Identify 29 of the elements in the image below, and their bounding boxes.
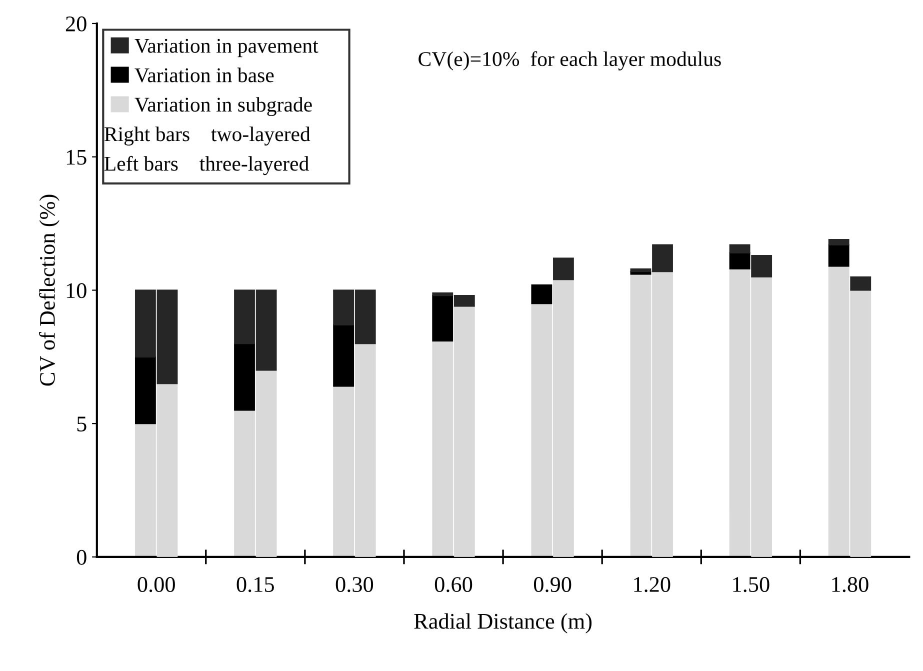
bar xyxy=(729,244,750,254)
x-tick-label: 1.20 xyxy=(634,577,670,592)
x-tick-label: 0.90 xyxy=(534,577,572,592)
y-tick-label: 20 xyxy=(66,16,86,32)
y-tick-label: 0 xyxy=(76,550,86,565)
bar xyxy=(828,244,850,267)
annotation: Right bars two-layered xyxy=(104,126,310,146)
annotation: Left bars three-layered xyxy=(104,156,309,176)
y-tick-label: 10 xyxy=(66,283,86,298)
x-tick-label: 0.30 xyxy=(336,577,374,592)
y-tick-label: 5 xyxy=(77,416,86,432)
bar xyxy=(850,276,872,291)
x-tick-label: 0.60 xyxy=(434,577,472,592)
x-tick-label: 0.15 xyxy=(236,577,274,592)
bar xyxy=(531,284,552,304)
annotation: CV(e)=10% for each layer modulus xyxy=(418,51,721,70)
bar xyxy=(333,324,354,387)
legend-label: Variation in base xyxy=(134,68,274,82)
x-axis-title: Radial Distance (m) xyxy=(414,613,592,634)
x-tick-label: 1.80 xyxy=(832,577,868,592)
x-tick-label: 0.00 xyxy=(138,577,175,592)
y-axis-title: CV of Deflection (%) xyxy=(39,194,60,386)
y-tick-label: 15 xyxy=(66,150,86,165)
bar xyxy=(828,238,850,246)
bar xyxy=(432,294,454,342)
legend-label: Variation in pavement xyxy=(134,38,318,58)
legend-label: Variation in subgrade xyxy=(134,97,312,116)
x-tick-label: 1.50 xyxy=(733,577,770,592)
bar xyxy=(552,258,574,280)
